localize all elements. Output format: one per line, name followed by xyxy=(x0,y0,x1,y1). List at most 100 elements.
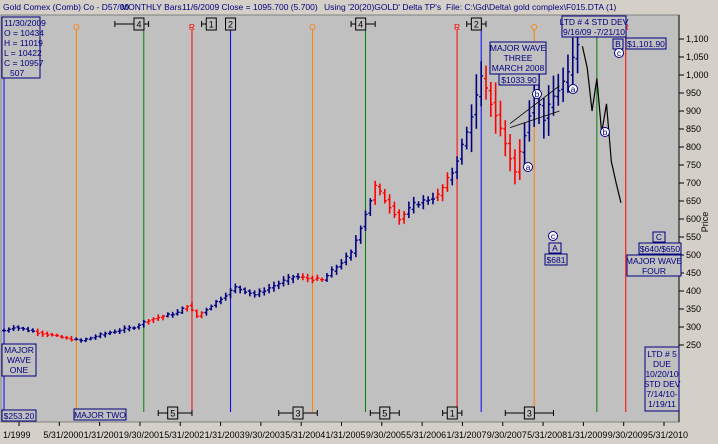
marker-count: 1 xyxy=(450,409,455,419)
wave-one-price: $253.20 xyxy=(4,411,35,421)
ltd5-label-box xyxy=(644,346,680,412)
wave-two-label: MAJOR TWO xyxy=(74,410,126,420)
date-tick-label: 5/31/2008 xyxy=(527,430,567,440)
marker-count: 5 xyxy=(170,409,175,419)
a-low-price-box xyxy=(544,253,568,266)
date-tick-label: 5/31/2002 xyxy=(164,430,204,440)
ltd5-line4: STD DEV xyxy=(644,379,681,389)
ltd4-line1: LTD # 4 STD DEV xyxy=(560,17,629,27)
price-tick-label: 450 xyxy=(686,268,701,278)
date-tick-label: 9/30/2005 xyxy=(366,430,406,440)
wave-three-label-box xyxy=(489,41,547,75)
svg-text:c: c xyxy=(617,48,622,58)
wave-one-line1: MAJOR xyxy=(4,345,34,355)
info-open: O = 10434 xyxy=(4,28,44,38)
b-top-price-box xyxy=(625,37,667,50)
wave-three-price: $1033.90 xyxy=(501,75,537,85)
price-tick-label: 350 xyxy=(686,304,701,314)
info-high: H = 11019 xyxy=(4,38,43,48)
time-line-label: O xyxy=(531,22,538,32)
date-tick-label: 9/30/2007 xyxy=(487,430,527,440)
wave-one-price-box xyxy=(1,409,37,422)
price-tick-label: 800 xyxy=(686,142,701,152)
ltd5-line2: DUE xyxy=(653,359,671,369)
marker-count: 2 xyxy=(228,20,233,30)
plot-area xyxy=(0,14,680,423)
wave-one-label-box xyxy=(1,343,37,377)
ltd5-line5: 7/14/10- xyxy=(646,389,677,399)
circle-b-2008: b xyxy=(532,89,542,99)
marker-count: 4 xyxy=(136,20,141,30)
date-tick-label: 1/31/2003 xyxy=(205,430,245,440)
b-top-letter: B xyxy=(615,39,621,49)
b-top-price: $1,101.90 xyxy=(627,39,665,49)
price-axis: 250 300 350 400 450 500 550 600 650 700 750 800 850 9… xyxy=(679,34,709,350)
wave-four-line2: FOUR xyxy=(642,266,666,276)
circle-a-2009: a xyxy=(568,84,578,94)
price-tick-label: 950 xyxy=(686,88,701,98)
header-period: MONTHLY Bars xyxy=(121,2,182,12)
svg-text:b: b xyxy=(535,89,540,99)
date-tick-label: 9/30/2003 xyxy=(245,430,285,440)
price-tick-label: 1,100 xyxy=(686,34,709,44)
time-line-label: R xyxy=(189,22,195,32)
circle-c-2009: c xyxy=(614,48,624,58)
svg-text:a: a xyxy=(526,162,531,172)
c-proj-letter-box xyxy=(652,231,666,243)
marker-count: 4 xyxy=(358,20,363,30)
ltd4-label-box xyxy=(561,15,627,38)
price-tick-label: 900 xyxy=(686,106,701,116)
circle-a-2008: a xyxy=(523,162,533,172)
date-tick-label: 1/31/2005 xyxy=(326,430,366,440)
date-tick-label: 1/31/2009 xyxy=(567,430,607,440)
info-low: L = 10422 xyxy=(4,48,42,58)
price-tick-label: 850 xyxy=(686,124,701,134)
circle-b-2009: b xyxy=(600,127,610,137)
ltd5-line1: LTD # 5 xyxy=(647,349,677,359)
c-proj-letter: C xyxy=(656,232,662,242)
price-tick-label: 650 xyxy=(686,196,701,206)
date-tick-label: 9/30/2001 xyxy=(124,430,164,440)
date-tick-label: 1/1999 xyxy=(3,430,31,440)
time-line-label: O xyxy=(73,22,80,32)
marker-box xyxy=(205,17,217,31)
info-close: C = 10957 xyxy=(4,58,44,68)
price-tick-label: 750 xyxy=(686,160,701,170)
marker-box xyxy=(470,17,482,31)
price-tick-label: 600 xyxy=(686,214,701,224)
price-tick-label: 250 xyxy=(686,340,701,350)
date-tick-label: 9/30/2009 xyxy=(608,430,648,440)
marker-box xyxy=(167,406,179,420)
wave-four-label-box xyxy=(626,254,682,277)
svg-text:c: c xyxy=(551,231,556,241)
marker-count: 3 xyxy=(527,409,532,419)
ltd5-line3: 10/20/10 xyxy=(645,369,678,379)
header-using: Using '20(20)GOLD' Delta TP's xyxy=(324,2,441,12)
a-low-letter-box xyxy=(548,242,562,254)
ohlc-info-box xyxy=(1,16,41,79)
wave-three-line2: THREE xyxy=(504,53,533,63)
marker-count: 1 xyxy=(209,20,214,30)
price-tick-label: 400 xyxy=(686,286,701,296)
wave-one-line2: WAVE xyxy=(7,355,31,365)
wave-four-line1: MAJOR WAVE xyxy=(626,256,683,266)
info-count: 507 xyxy=(10,68,24,78)
price-axis-title: Price xyxy=(700,212,710,233)
marker-box xyxy=(292,406,304,420)
date-tick-label: 5/31/2000 xyxy=(43,430,83,440)
c-proj-price-box xyxy=(638,242,682,255)
date-tick-label: 5/31/2010 xyxy=(648,430,688,440)
wave-two-label-box xyxy=(73,408,127,421)
marker-count: 5 xyxy=(382,409,387,419)
wedge-upper xyxy=(509,85,560,124)
marker-box xyxy=(133,17,145,31)
wave-one-line3: ONE xyxy=(10,365,29,375)
price-tick-label: 300 xyxy=(686,322,701,332)
header-instrument: Gold Comex (Comb) Co - D57/00 xyxy=(3,2,129,12)
price-tick-label: 500 xyxy=(686,250,701,260)
marker-box xyxy=(523,406,535,420)
date-tick-label: 5/31/2006 xyxy=(406,430,446,440)
c-proj-price: $640/$650 xyxy=(640,244,680,254)
price-bars xyxy=(2,33,580,343)
price-tick-label: 700 xyxy=(686,178,701,188)
